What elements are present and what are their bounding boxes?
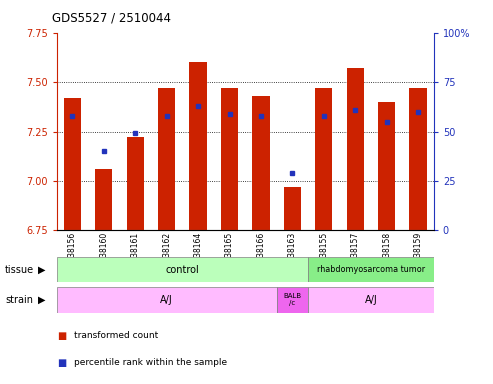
Bar <box>189 62 207 230</box>
Text: ▶: ▶ <box>38 265 46 275</box>
Bar <box>347 68 364 230</box>
Text: transformed count: transformed count <box>74 331 158 341</box>
Text: percentile rank within the sample: percentile rank within the sample <box>74 358 227 367</box>
Text: GDS5527 / 2510044: GDS5527 / 2510044 <box>52 12 171 25</box>
Bar <box>252 96 270 230</box>
Text: control: control <box>166 265 199 275</box>
Bar <box>378 102 395 230</box>
Bar <box>410 88 427 230</box>
Bar <box>221 88 238 230</box>
Bar <box>64 98 81 230</box>
Text: ■: ■ <box>57 331 66 341</box>
Bar <box>57 287 277 313</box>
Bar <box>308 287 434 313</box>
Bar <box>95 169 112 230</box>
Bar <box>308 257 434 282</box>
Text: tissue: tissue <box>5 265 34 275</box>
Text: ▶: ▶ <box>38 295 46 305</box>
Bar <box>284 187 301 230</box>
Text: A/J: A/J <box>160 295 173 305</box>
Bar <box>158 88 176 230</box>
Text: ■: ■ <box>57 358 66 368</box>
Text: BALB
/c: BALB /c <box>283 293 302 306</box>
Bar <box>127 137 144 230</box>
Bar <box>57 257 308 282</box>
Bar <box>315 88 332 230</box>
Text: rhabdomyosarcoma tumor: rhabdomyosarcoma tumor <box>317 265 425 274</box>
Text: A/J: A/J <box>365 295 377 305</box>
Text: strain: strain <box>5 295 33 305</box>
Bar <box>277 287 308 313</box>
